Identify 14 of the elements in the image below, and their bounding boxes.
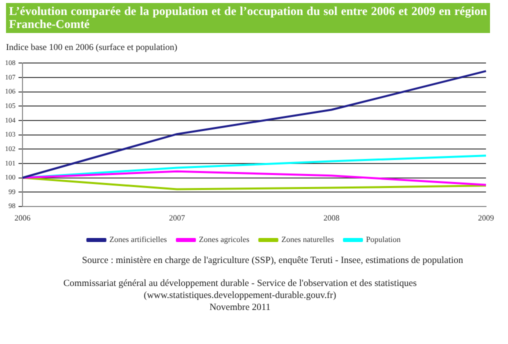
text: Commissariat général au développement durable - Service de l'observation et des statistiques <box>62 278 418 290</box>
legend-label: Zones agricoles <box>198 235 250 244</box>
y-axis-title: Indice base 100 en 2006 (surface et population) <box>6 42 178 52</box>
x-tick-label: 2008 <box>324 213 340 222</box>
x-tick-label: 2009 <box>478 213 494 222</box>
legend-label: Zones naturelles <box>281 235 334 244</box>
text: Novembre 2011 <box>208 302 272 314</box>
x-tick-label: 2006 <box>14 213 30 222</box>
x-tick-label: 2007 <box>169 213 185 222</box>
source-note: Source : ministère en charge de l'agriculture (SSP), enquête Teruti - Insee, estimations de population <box>82 256 464 266</box>
legend-label: Population <box>366 235 401 244</box>
chart-title: L’évolution comparée de la population et de l’occupation du sol entre 2006 et 2009 en région Franche-Comté <box>6 3 490 33</box>
text: (www.statistiques.developpement-durable.gouv.fr) <box>142 290 338 302</box>
legend-label: Zones artificielles <box>109 235 167 244</box>
